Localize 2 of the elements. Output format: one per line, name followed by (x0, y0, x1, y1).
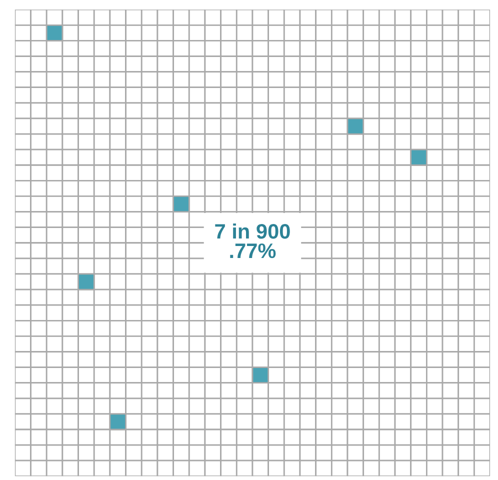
data-label: 7 in 900 (215, 223, 290, 239)
text: .77% (230, 243, 276, 258)
